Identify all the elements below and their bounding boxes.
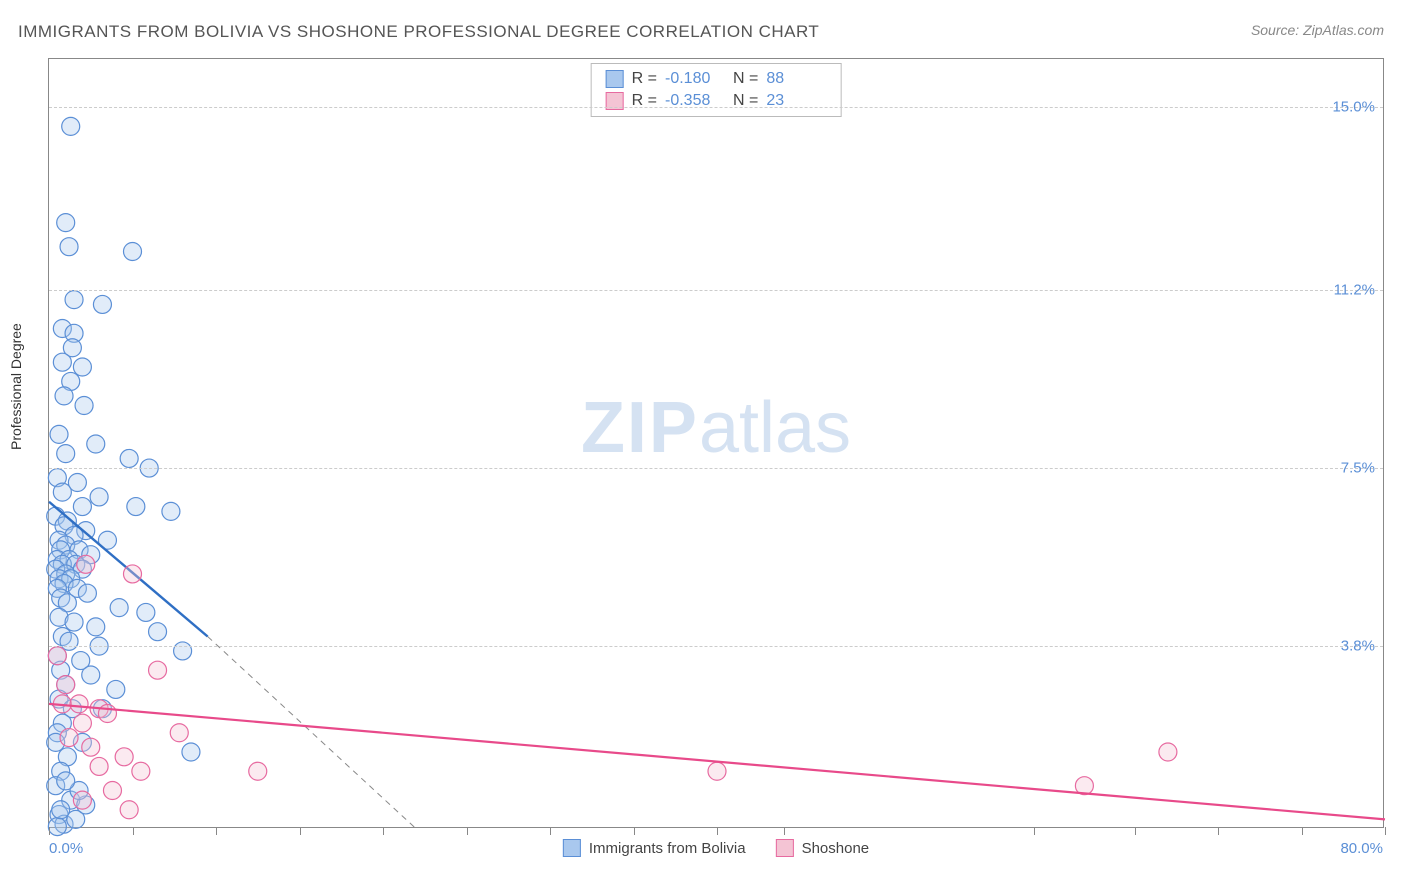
x-tick [1385, 827, 1386, 835]
data-point [82, 738, 100, 756]
x-tick [467, 827, 468, 835]
data-point [174, 642, 192, 660]
data-point [149, 623, 167, 641]
data-point [120, 801, 138, 819]
data-point [65, 613, 83, 631]
data-point [170, 724, 188, 742]
data-point [52, 801, 70, 819]
data-point [60, 238, 78, 256]
x-tick [1135, 827, 1136, 835]
gridline [49, 468, 1383, 469]
data-point [93, 295, 111, 313]
y-tick-label: 11.2% [1334, 282, 1375, 299]
data-point [182, 743, 200, 761]
data-point [708, 762, 726, 780]
data-point [82, 666, 100, 684]
data-point [65, 291, 83, 309]
x-tick [1034, 827, 1035, 835]
data-point [132, 762, 150, 780]
gridline [49, 646, 1383, 647]
data-point [53, 483, 71, 501]
data-point [120, 449, 138, 467]
data-point [48, 818, 66, 836]
data-point [87, 435, 105, 453]
data-point [249, 762, 267, 780]
chart-plot-area: ZIPatlas R = -0.180 N = 88 R = -0.358 N … [48, 58, 1384, 828]
data-point [50, 425, 68, 443]
y-tick-label: 7.5% [1341, 460, 1375, 477]
y-axis-label: Professional Degree [8, 323, 24, 450]
gridline [49, 290, 1383, 291]
data-point [70, 695, 88, 713]
x-tick [383, 827, 384, 835]
data-point [73, 791, 91, 809]
x-tick [1302, 827, 1303, 835]
data-point [107, 680, 125, 698]
data-point [57, 676, 75, 694]
data-point [90, 488, 108, 506]
legend: Immigrants from Bolivia Shoshone [563, 839, 869, 857]
legend-item-0: Immigrants from Bolivia [563, 839, 746, 857]
data-point [57, 214, 75, 232]
data-point [60, 729, 78, 747]
data-point [127, 498, 145, 516]
x-tick [1218, 827, 1219, 835]
data-point [1159, 743, 1177, 761]
plot-svg [49, 59, 1383, 827]
gridline [49, 107, 1383, 108]
data-point [73, 498, 91, 516]
x-tick [550, 827, 551, 835]
data-point [77, 555, 95, 573]
data-point [57, 445, 75, 463]
data-point [98, 705, 116, 723]
legend-label-1: Shoshone [802, 840, 870, 857]
y-tick-label: 3.8% [1341, 638, 1375, 655]
x-tick [216, 827, 217, 835]
trend-line [49, 704, 1385, 820]
legend-swatch-1 [776, 839, 794, 857]
data-point [137, 603, 155, 621]
chart-title: IMMIGRANTS FROM BOLIVIA VS SHOSHONE PROF… [18, 22, 819, 42]
x-tick [784, 827, 785, 835]
x-tick [634, 827, 635, 835]
x-tick [133, 827, 134, 835]
data-point [53, 353, 71, 371]
data-point [73, 358, 91, 376]
data-point [55, 387, 73, 405]
legend-label-0: Immigrants from Bolivia [589, 840, 746, 857]
data-point [149, 661, 167, 679]
x-tick [49, 827, 50, 835]
data-point [90, 757, 108, 775]
data-point [103, 782, 121, 800]
legend-swatch-0 [563, 839, 581, 857]
data-point [124, 565, 142, 583]
data-point [87, 618, 105, 636]
data-point [162, 502, 180, 520]
x-axis-max-label: 80.0% [1340, 840, 1383, 857]
data-point [78, 584, 96, 602]
x-tick [717, 827, 718, 835]
data-point [124, 243, 142, 261]
data-point [73, 714, 91, 732]
data-point [48, 647, 66, 665]
data-point [60, 632, 78, 650]
source-label: Source: ZipAtlas.com [1251, 22, 1384, 38]
data-point [115, 748, 133, 766]
legend-item-1: Shoshone [776, 839, 870, 857]
x-tick [300, 827, 301, 835]
y-tick-label: 15.0% [1332, 99, 1375, 116]
data-point [62, 117, 80, 135]
data-point [75, 397, 93, 415]
data-point [57, 772, 75, 790]
x-axis-min-label: 0.0% [49, 840, 83, 857]
data-point [110, 599, 128, 617]
